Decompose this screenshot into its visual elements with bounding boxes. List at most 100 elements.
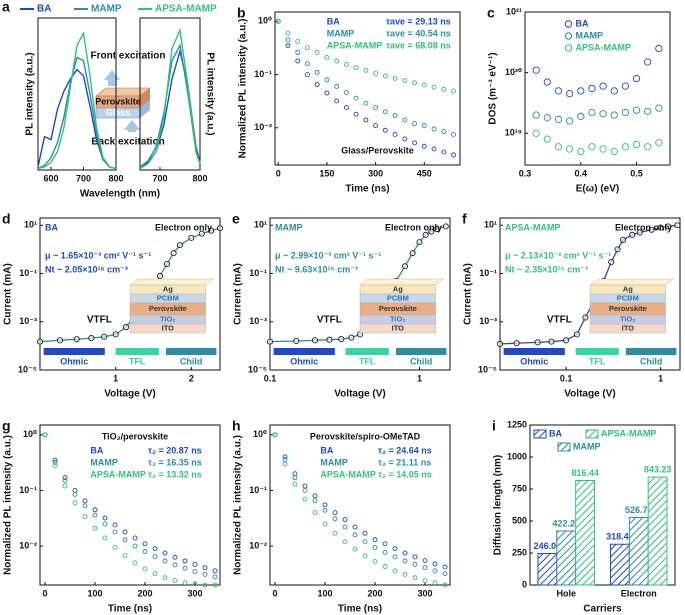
data-point <box>212 574 218 580</box>
data-point <box>441 86 447 92</box>
data-point <box>353 95 359 101</box>
data-point <box>152 571 158 577</box>
y-tick-label: 10⁻³ <box>19 316 37 326</box>
data-point <box>588 108 596 117</box>
inset-layer <box>589 323 666 334</box>
legend-note: τ₂ = 13.32 ns <box>148 469 202 479</box>
data-point <box>311 337 319 344</box>
panel-letter: c <box>487 5 495 21</box>
data-point <box>402 558 408 564</box>
data-point <box>353 111 359 117</box>
data-point <box>657 224 664 231</box>
data-point <box>648 226 655 233</box>
data-point <box>285 43 291 49</box>
data-point <box>208 227 215 234</box>
data-point <box>302 488 308 493</box>
data-point <box>305 45 310 51</box>
y-tick-label: 10⁻⁵ <box>478 364 497 374</box>
data-point <box>362 539 368 545</box>
y-tick-label: 10⁻⁵ <box>18 364 37 374</box>
data-point <box>305 61 310 67</box>
x-tick-label: 0 <box>276 168 281 178</box>
data-point <box>132 535 138 541</box>
annotation: TiO₂/perovskite <box>102 431 168 441</box>
region-label: Child <box>410 356 433 366</box>
plot-frame <box>274 11 461 166</box>
panel-letter: g <box>2 418 11 434</box>
data-point <box>292 481 298 487</box>
x-axis-label: Time (ns) <box>345 184 389 195</box>
region-label: Ohmic <box>60 356 88 366</box>
data-point <box>322 507 328 513</box>
panel-letter: b <box>237 5 246 21</box>
data-point <box>632 140 641 149</box>
data-point <box>36 338 44 345</box>
data-point <box>392 554 398 560</box>
data-point <box>421 82 427 88</box>
legend-label: BA <box>327 16 340 26</box>
x-tick-label: 700 <box>76 173 91 183</box>
inset-label: PCBM <box>617 293 639 302</box>
data-point <box>282 461 288 467</box>
data-point <box>302 483 308 489</box>
annotation: Glass/Perovskite <box>341 145 414 155</box>
data-point <box>422 565 428 571</box>
legend-label: APSA-MAMP <box>155 4 217 15</box>
data-point <box>412 121 418 127</box>
layer-label: Perovskite <box>95 96 141 106</box>
x-tick-label: 100 <box>87 588 102 598</box>
x-tick-label: 1 <box>113 373 118 383</box>
data-point <box>644 143 652 151</box>
data-point <box>314 50 320 55</box>
data-point <box>610 147 618 156</box>
data-point <box>372 558 378 564</box>
data-point <box>101 333 108 340</box>
inset-label: Ag <box>393 284 403 293</box>
plot-frame <box>529 424 676 586</box>
data-point <box>352 524 358 530</box>
data-point <box>348 334 355 341</box>
data-point <box>62 483 68 489</box>
x-axis-label: Carriers <box>583 604 622 615</box>
data-point <box>655 44 663 53</box>
region-label: Ohmic <box>290 356 318 366</box>
data-point <box>451 132 456 137</box>
data-point <box>620 236 627 243</box>
data-point <box>532 111 540 119</box>
data-point <box>665 223 672 230</box>
data-point <box>324 77 330 83</box>
legend-label: BA <box>37 4 51 15</box>
data-point <box>112 522 118 528</box>
panel-letter: d <box>2 211 11 227</box>
legend-label: MAMP <box>91 4 122 15</box>
y-axis-label: Current (mA) <box>233 263 244 325</box>
legend-label: BA <box>90 445 103 455</box>
legend-swatch <box>533 429 547 439</box>
inset-layer <box>359 323 436 334</box>
x-tick-label: 800 <box>192 173 207 183</box>
data-point <box>293 337 300 345</box>
data-point <box>621 108 630 117</box>
data-point <box>342 524 348 530</box>
x-tick-label: 300 <box>417 588 432 598</box>
data-point <box>532 129 540 137</box>
plot-frame <box>524 11 671 166</box>
data-point <box>343 62 349 67</box>
data-point <box>573 331 580 338</box>
inset-label: TiO₂ <box>390 314 406 323</box>
data-point <box>431 126 437 132</box>
data-point <box>182 565 188 571</box>
data-point <box>88 335 95 342</box>
data-point <box>543 78 551 86</box>
data-point <box>412 554 418 560</box>
inset-label: TiO₂ <box>160 314 176 323</box>
perovskite-side <box>140 88 150 108</box>
y-tick-label: 10⁻¹ <box>19 485 37 495</box>
annotation: VTFL <box>87 315 112 326</box>
region-bar <box>115 348 159 355</box>
legend-note: τ₂ = 24.64 ns <box>378 445 432 455</box>
data-point <box>216 225 224 232</box>
data-point <box>122 529 128 535</box>
legend-label: APSA-MAMP <box>327 40 383 50</box>
series-label: APSA-MAMP <box>505 222 561 232</box>
